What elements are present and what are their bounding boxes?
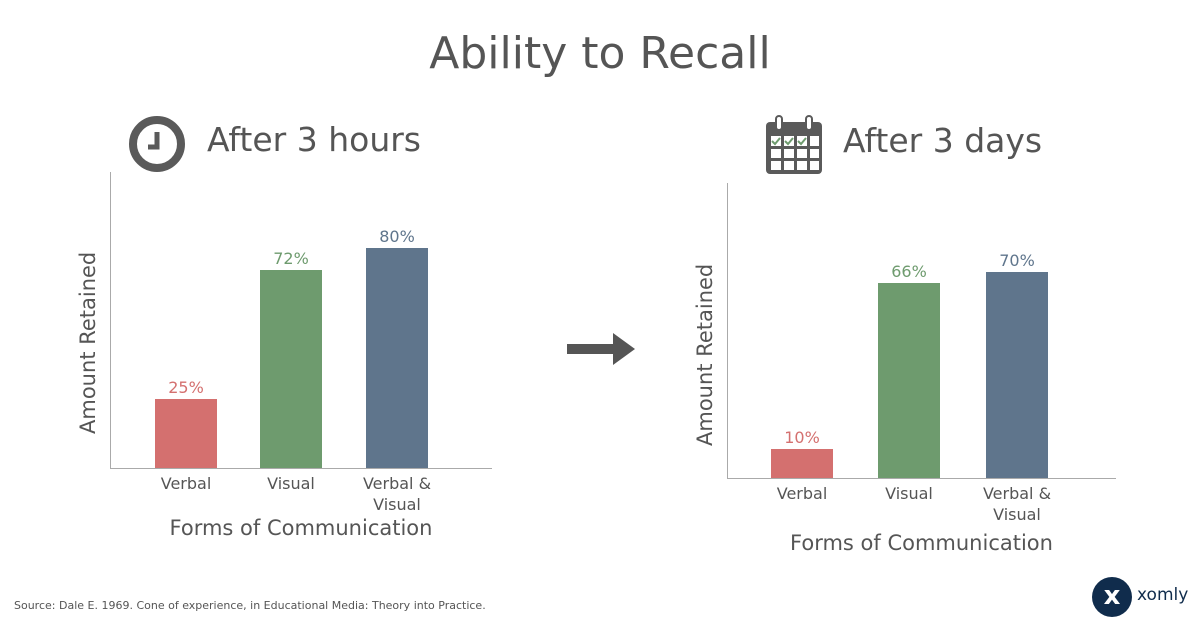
brand-name: xomly	[1137, 585, 1189, 605]
bar-verbal-visual	[986, 271, 1048, 478]
data-label: 66%	[891, 262, 927, 282]
bar-visual	[260, 270, 322, 468]
x-tick-label: Verbal & Visual	[982, 484, 1052, 524]
y-axis	[727, 183, 728, 478]
chart-title-3-days: After 3 days	[843, 121, 1043, 160]
x-axis-label: Forms of Communication	[169, 516, 433, 540]
x-axis	[110, 468, 492, 469]
bar-verbal	[771, 448, 833, 478]
bar-verbal-visual	[366, 248, 428, 468]
x-tick-label: Verbal	[776, 484, 828, 503]
chart-title-3-hours: After 3 hours	[207, 120, 422, 159]
source-citation: Source: Dale E. 1969. Cone of experience…	[14, 599, 486, 612]
data-label: 10%	[784, 427, 820, 447]
bar-verbal	[155, 399, 217, 468]
data-label: 25%	[168, 378, 204, 398]
x-tick-label: Verbal	[160, 474, 212, 493]
data-label: 72%	[273, 249, 309, 268]
page-title: Ability to Recall	[429, 28, 771, 79]
x-tick-label: Visual	[267, 474, 315, 493]
y-axis-label: Amount Retained	[76, 251, 100, 434]
arrow-right-icon	[567, 333, 635, 365]
x-axis	[727, 478, 1116, 479]
x-axis-label: Forms of Communication	[790, 531, 1053, 555]
y-axis	[110, 172, 111, 468]
xomly-logo-icon: x	[1092, 577, 1132, 617]
bar-visual	[878, 283, 940, 478]
calendar-icon	[766, 115, 822, 174]
clock-icon	[129, 116, 185, 172]
x-tick-label: Visual	[885, 484, 933, 503]
x-tick-label: Verbal & Visual	[362, 474, 432, 514]
y-axis-label: Amount Retained	[693, 263, 717, 446]
data-label: 80%	[379, 227, 415, 246]
data-label: 70%	[999, 250, 1035, 270]
